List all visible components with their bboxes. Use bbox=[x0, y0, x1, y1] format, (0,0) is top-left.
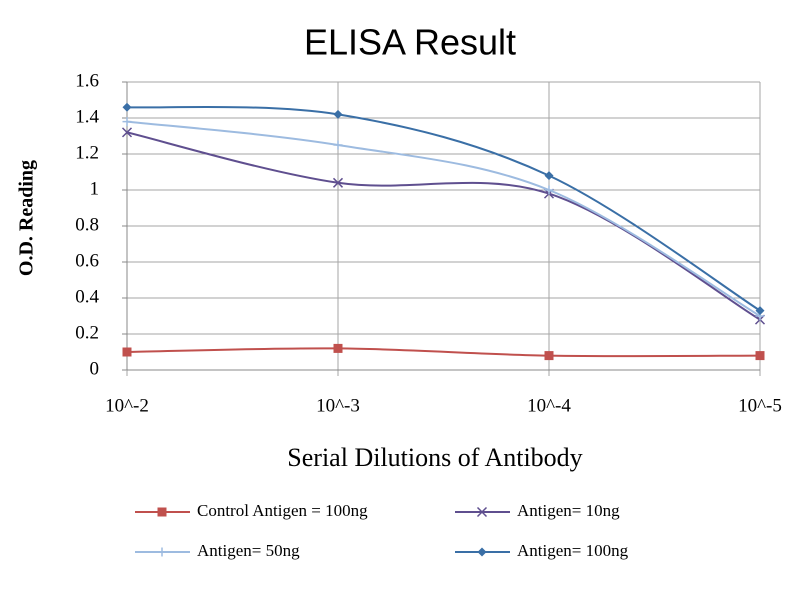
marker bbox=[157, 507, 167, 517]
x-tick-label: 10^-3 bbox=[316, 395, 360, 416]
x-tick-label: 10^-2 bbox=[105, 395, 149, 416]
marker bbox=[332, 177, 344, 188]
x-tick-label: 10^-4 bbox=[527, 395, 571, 416]
y-tick-label: 1.4 bbox=[75, 106, 99, 127]
legend-label: Antigen= 50ng bbox=[197, 541, 300, 560]
legend-label: Control Antigen = 100ng bbox=[197, 501, 368, 520]
series-line bbox=[126, 131, 761, 321]
marker bbox=[122, 347, 132, 357]
legend-label: Antigen= 10ng bbox=[517, 501, 620, 520]
marker bbox=[333, 109, 343, 119]
marker bbox=[476, 506, 488, 518]
y-tick-label: 0.2 bbox=[75, 322, 99, 343]
y-tick-label: 0.6 bbox=[75, 250, 99, 271]
marker bbox=[122, 102, 132, 112]
y-tick-label: 0.8 bbox=[75, 214, 99, 235]
series-line bbox=[126, 105, 761, 312]
marker bbox=[333, 140, 343, 150]
y-tick-label: 1 bbox=[90, 178, 100, 199]
marker bbox=[544, 171, 554, 181]
marker bbox=[755, 306, 765, 316]
chart-title: ELISA Result bbox=[304, 22, 516, 63]
marker bbox=[121, 127, 133, 138]
marker bbox=[122, 117, 132, 127]
y-axis-title: O.D. Reading bbox=[16, 160, 38, 276]
marker bbox=[544, 351, 554, 361]
marker bbox=[477, 547, 487, 557]
marker bbox=[333, 343, 343, 353]
marker bbox=[157, 547, 167, 557]
legend-label: Antigen= 100ng bbox=[517, 541, 629, 560]
y-tick-label: 1.6 bbox=[75, 70, 99, 91]
y-tick-label: 0 bbox=[90, 358, 100, 379]
marker bbox=[544, 185, 554, 195]
x-axis-title: Serial Dilutions of Antibody bbox=[287, 443, 582, 472]
marker bbox=[755, 351, 765, 361]
y-tick-label: 1.2 bbox=[75, 142, 99, 163]
series-line bbox=[126, 347, 761, 358]
x-tick-label: 10^-5 bbox=[738, 395, 782, 416]
series-line bbox=[126, 120, 761, 317]
y-tick-label: 0.4 bbox=[75, 286, 99, 307]
